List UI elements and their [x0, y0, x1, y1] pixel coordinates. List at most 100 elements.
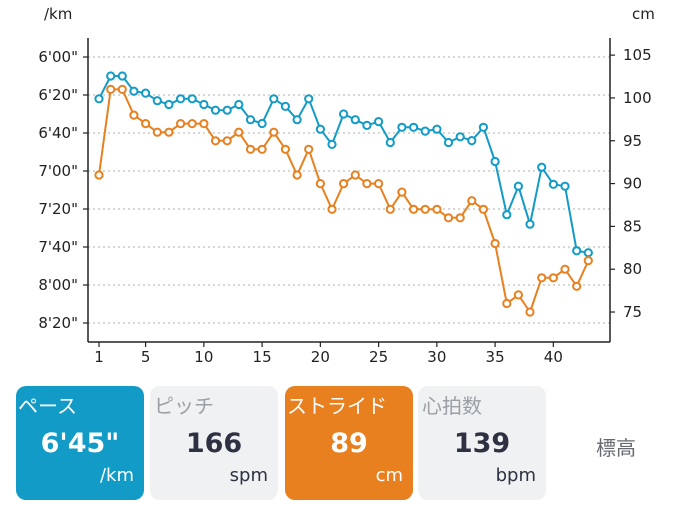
stride-point: [385, 204, 395, 214]
pace-point: [513, 181, 524, 191]
pace-point: [269, 94, 279, 104]
metric-tiles: ペース 6'45" /km ピッチ 166 spm ストライド 89 cm 心拍…: [16, 386, 696, 500]
pace-point: [420, 126, 430, 136]
right-tick-label: 90: [623, 175, 642, 193]
stride-point: [304, 144, 314, 154]
pace-point: [374, 117, 384, 127]
x-tick-label: 25: [369, 348, 388, 366]
stride-point: [187, 119, 197, 129]
pace-point: [117, 71, 127, 81]
pace-tile[interactable]: ペース 6'45" /km: [16, 386, 144, 500]
stride-point: [164, 127, 174, 137]
stride-point: [269, 127, 279, 137]
pace-point: [385, 137, 395, 148]
pace-point: [292, 115, 302, 125]
left-tick-label: 7'40": [38, 238, 78, 256]
x-tick-label: 1: [94, 348, 104, 366]
stride-point: [374, 179, 384, 189]
x-tick-label: 5: [141, 348, 151, 366]
right-tick-label: 100: [623, 89, 652, 107]
left-tick-label: 7'20": [38, 200, 78, 218]
stride-point: [478, 204, 488, 214]
stride-point: [583, 256, 593, 266]
pace-point: [490, 156, 500, 167]
pace-point: [350, 115, 360, 125]
stride-point: [525, 307, 535, 317]
heart-rate-tile-unit: bpm: [495, 465, 536, 486]
right-tick-label: 95: [623, 132, 642, 150]
right-axis-ticks: 105 100 95 90 85 80 75: [610, 46, 652, 321]
x-tick-label: 20: [311, 348, 330, 366]
stride-point: [106, 84, 116, 95]
stride-point: [94, 170, 104, 180]
right-tick-label: 105: [623, 46, 652, 64]
pace-stride-chart: /km cm 6'00" 6'20" 6'40" 7'00" 7'20" 7'40" 8'0…: [38, 5, 655, 366]
stride-point: [397, 187, 407, 197]
stride-point: [129, 110, 139, 120]
pace-point: [315, 124, 325, 134]
stride-point: [409, 204, 419, 214]
pace-point: [525, 219, 535, 229]
pace-point: [339, 109, 349, 119]
stride-point: [117, 84, 127, 95]
stride-point: [222, 136, 232, 146]
stride-point: [502, 298, 512, 309]
pace-point: [210, 105, 221, 115]
left-tick-label: 6'40": [38, 124, 78, 142]
right-tick-label: 85: [623, 217, 642, 235]
pace-point: [199, 99, 209, 110]
heart-rate-tile[interactable]: 心拍数 139 bpm: [418, 386, 546, 500]
pace-point: [572, 246, 582, 256]
pace-point: [467, 136, 477, 146]
pace-tile-value: 6'45": [40, 428, 120, 459]
pace-point: [478, 122, 488, 132]
series-layer: [94, 71, 593, 317]
stride-point: [176, 119, 186, 129]
pitch-tile-label: ピッチ: [154, 394, 214, 418]
left-axis-ticks: 6'00" 6'20" 6'40" 7'00" 7'20" 7'40" 8'00" 8'20": [38, 48, 88, 332]
stride-point: [141, 119, 151, 129]
pace-point: [106, 71, 116, 81]
right-tick-label: 80: [623, 260, 642, 278]
stride-point: [420, 204, 430, 214]
pace-point: [152, 96, 162, 106]
left-tick-label: 7'00": [38, 162, 78, 180]
x-tick-label: 10: [194, 348, 213, 366]
pace-point: [222, 105, 232, 115]
stride-point: [210, 136, 221, 146]
pitch-tile[interactable]: ピッチ 166 spm: [150, 386, 278, 500]
stride-point: [467, 196, 477, 206]
pace-point: [409, 122, 419, 132]
stride-tile-unit: cm: [375, 465, 403, 486]
stride-point: [315, 179, 325, 189]
right-axis-unit: cm: [632, 5, 655, 23]
stride-point: [572, 281, 582, 291]
heart-rate-tile-value: 139: [453, 428, 511, 459]
stride-point: [537, 273, 547, 283]
stride-point: [292, 170, 302, 180]
elevation-toggle[interactable]: 標高: [596, 436, 636, 460]
stride-point: [560, 264, 570, 274]
stride-point: [443, 213, 454, 223]
pace-point: [432, 124, 442, 134]
pace-point: [560, 181, 570, 191]
stride-tile[interactable]: ストライド 89 cm: [285, 386, 413, 500]
stride-point: [245, 144, 256, 154]
stride-point: [490, 238, 500, 249]
pace-point: [280, 101, 290, 112]
pitch-tile-unit: spm: [229, 465, 268, 486]
stride-point: [327, 204, 337, 214]
heart-rate-tile-label: 心拍数: [422, 394, 482, 418]
stride-point: [152, 127, 162, 137]
pace-point: [362, 120, 372, 131]
stride-point: [199, 119, 209, 129]
stride-point: [234, 127, 244, 137]
pace-point: [548, 179, 559, 189]
pace-point: [176, 94, 186, 104]
left-tick-label: 8'20": [38, 314, 78, 332]
x-tick-label: 30: [427, 348, 446, 366]
left-axis-unit: /km: [44, 5, 72, 23]
stride-point: [362, 179, 372, 189]
pace-point: [397, 122, 407, 132]
pace-point: [94, 94, 104, 104]
